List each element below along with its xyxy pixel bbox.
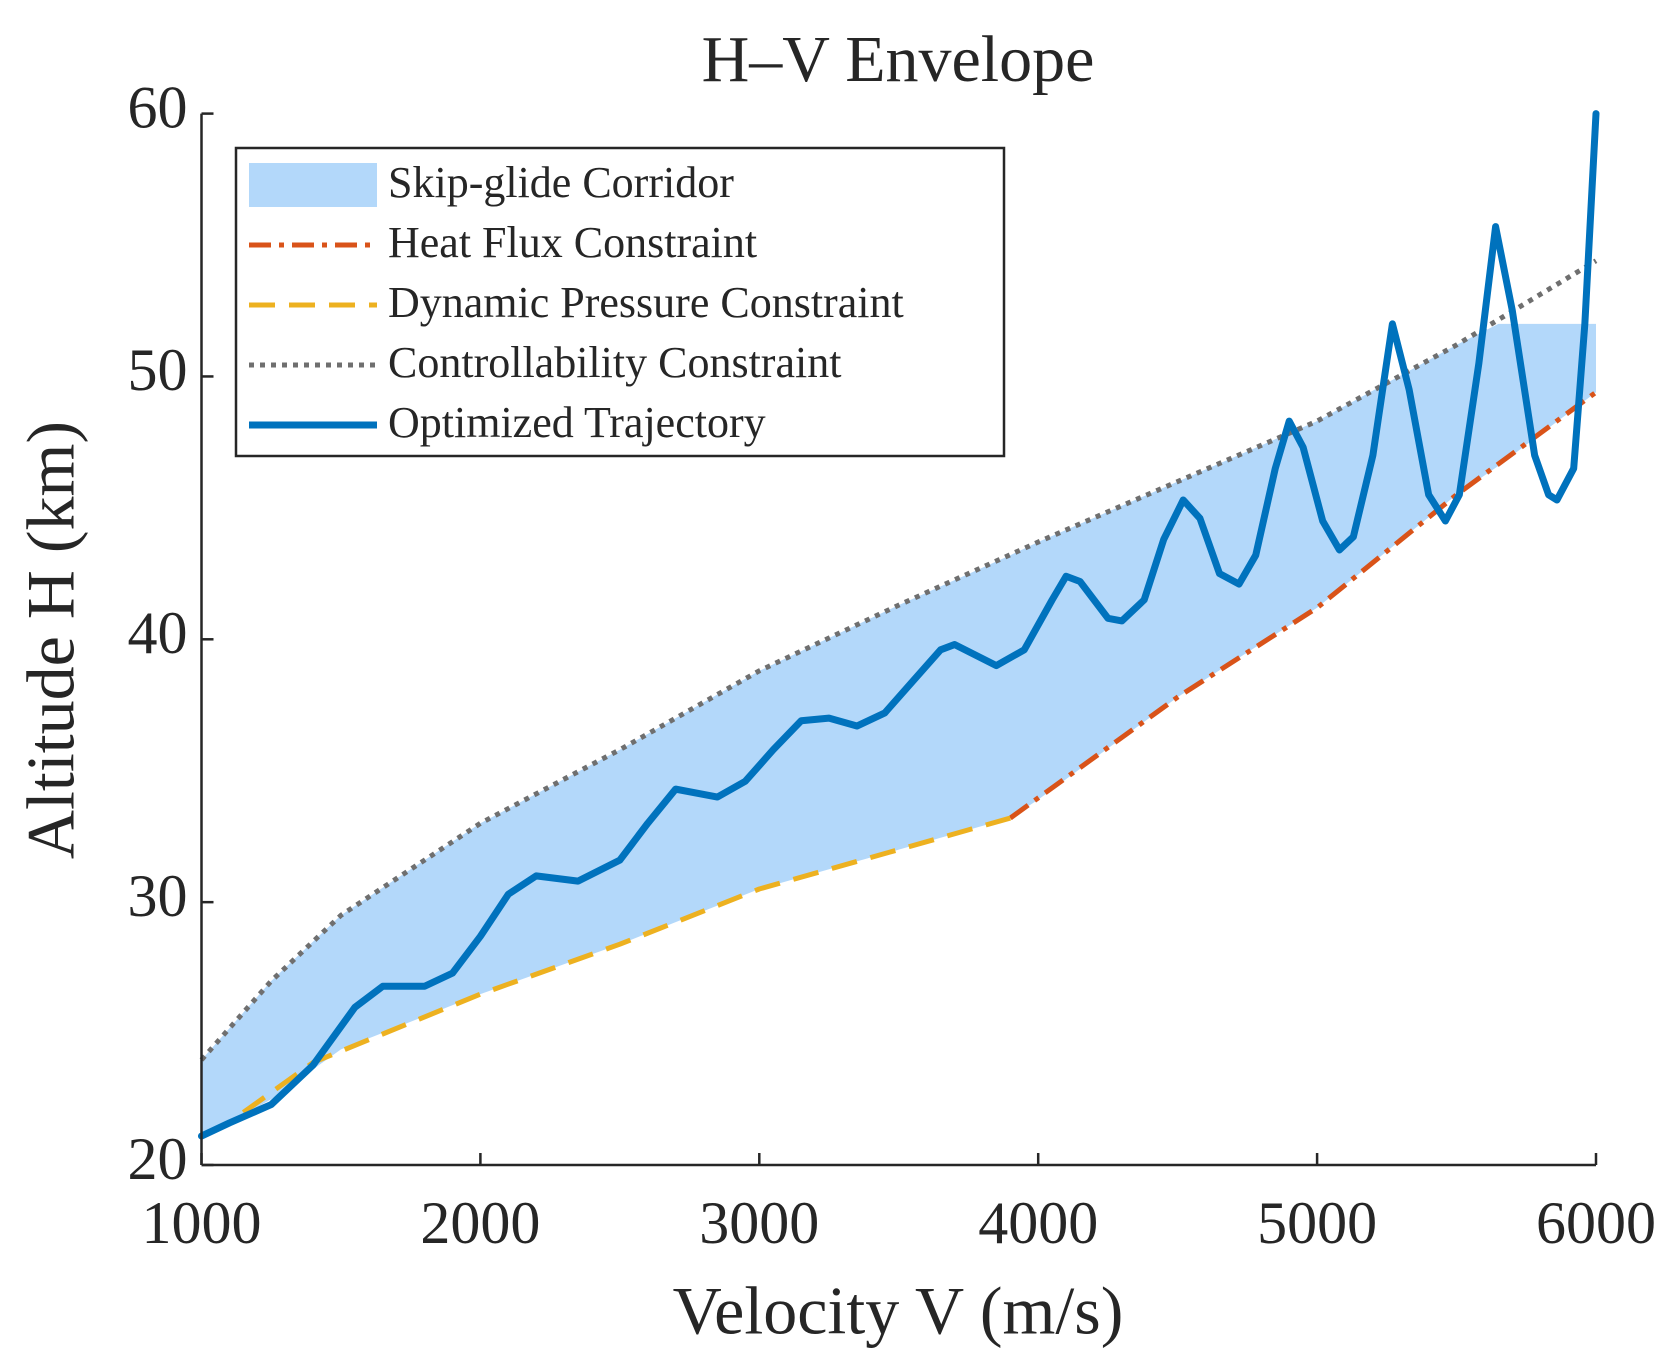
- series-line: [199, 258, 1598, 1062]
- y-tick-label: 50: [128, 337, 188, 403]
- legend: Skip-glide Corridor Heat Flux Constraint D…: [234, 146, 1006, 458]
- chart-title: H–V Envelope: [702, 23, 1095, 96]
- corridor-area: [201, 323, 1596, 1139]
- series-line: [1008, 390, 1598, 821]
- y-axis-label: Altitude H (km): [13, 421, 89, 859]
- x-tick-label: 4000: [978, 1190, 1098, 1256]
- plot-area: [198, 110, 1600, 1140]
- x-tick-label: 5000: [1257, 1190, 1377, 1256]
- legend-label: Skip-glide Corridor: [388, 158, 734, 207]
- y-tick-label: 60: [128, 74, 188, 140]
- y-tick-label: 20: [128, 1126, 188, 1192]
- legend-swatch: [249, 163, 377, 207]
- y-tick-label: 30: [128, 863, 188, 929]
- legend-label: Optimized Trajectory: [388, 398, 766, 447]
- x-tick-label: 2000: [420, 1190, 540, 1256]
- legend-label: Dynamic Pressure Constraint: [388, 278, 904, 327]
- x-axis-label: Velocity V (m/s): [673, 1273, 1124, 1349]
- x-tick-label: 6000: [1536, 1190, 1656, 1256]
- x-tick-label: 1000: [142, 1190, 262, 1256]
- legend-label: Controllability Constraint: [388, 338, 841, 387]
- series-line: [198, 110, 1600, 1140]
- x-tick-label: 3000: [699, 1190, 819, 1256]
- y-tick-label: 40: [128, 600, 188, 666]
- legend-label: Heat Flux Constraint: [388, 218, 757, 267]
